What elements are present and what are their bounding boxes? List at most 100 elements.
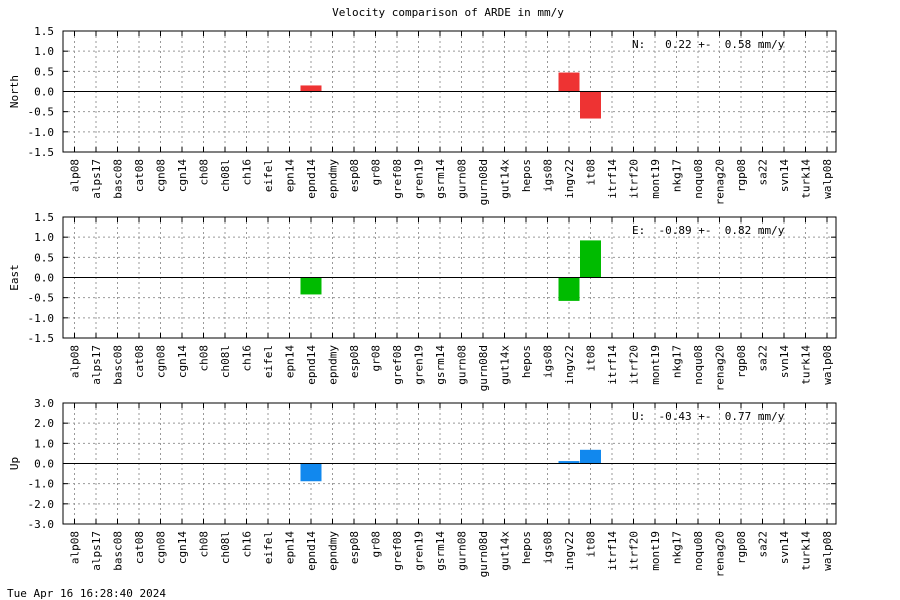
x-tick-label: epn14 xyxy=(284,159,297,192)
x-tick-label: epnd14 xyxy=(305,531,318,571)
y-tick-label: -1.0 xyxy=(28,126,55,139)
x-tick-label: eifel xyxy=(262,531,275,564)
y-axis-label: Up xyxy=(8,457,21,470)
y-tick-label: -1.5 xyxy=(28,332,55,345)
x-tick-label: gsrm14 xyxy=(434,159,447,199)
x-tick-label: cat08 xyxy=(133,531,146,564)
x-tick-label: alps17 xyxy=(90,531,103,571)
x-tick-label: esp08 xyxy=(348,159,361,192)
x-tick-label: itrf20 xyxy=(628,159,641,199)
x-tick-label: itrf14 xyxy=(606,531,619,571)
x-tick-label: gurn08d xyxy=(477,531,490,577)
summary-annotation: U: -0.43 +- 0.77 mm/y xyxy=(632,410,785,423)
x-tick-label: svn14 xyxy=(778,159,791,192)
x-tick-label: it08 xyxy=(585,345,598,372)
x-tick-label: ch08l xyxy=(219,345,232,378)
x-tick-label: alp08 xyxy=(69,531,82,564)
x-tick-label: epn14 xyxy=(284,531,297,564)
chart-title: Velocity comparison of ARDE in mm/y xyxy=(332,6,564,19)
x-tick-label: cgn08 xyxy=(155,345,168,378)
x-tick-label: ch08l xyxy=(219,531,232,564)
y-axis-label: North xyxy=(8,75,21,108)
x-tick-label: ch08 xyxy=(198,531,211,558)
x-tick-label: gsrm14 xyxy=(434,531,447,571)
x-tick-label: mont19 xyxy=(649,531,662,571)
x-tick-label: ch16 xyxy=(241,159,254,186)
x-tick-label: sa22 xyxy=(757,345,770,372)
x-tick-label: rgp08 xyxy=(735,159,748,192)
y-tick-label: 1.0 xyxy=(34,45,54,58)
x-tick-label: rgp08 xyxy=(735,531,748,564)
x-tick-label: svn14 xyxy=(778,345,791,378)
y-tick-label: 0.0 xyxy=(34,272,54,285)
x-tick-label: igs08 xyxy=(542,531,555,564)
x-tick-label: igs08 xyxy=(542,159,555,192)
x-tick-label: gref08 xyxy=(391,159,404,199)
x-tick-label: gren19 xyxy=(413,531,426,571)
y-tick-label: -1.5 xyxy=(28,146,55,159)
x-tick-label: itrf20 xyxy=(628,531,641,571)
x-tick-label: hepos xyxy=(520,159,533,192)
x-tick-label: it08 xyxy=(585,531,598,558)
x-tick-label: gurn08 xyxy=(456,159,469,199)
x-tick-label: alps17 xyxy=(90,345,103,385)
x-tick-label: cgn08 xyxy=(155,159,168,192)
x-tick-label: alp08 xyxy=(69,345,82,378)
bar-epnd14 xyxy=(300,277,322,295)
y-tick-label: 0.5 xyxy=(34,251,54,264)
x-tick-label: renag20 xyxy=(714,531,727,577)
x-tick-label: walp08 xyxy=(821,531,834,571)
x-tick-label: cgn14 xyxy=(176,531,189,564)
y-tick-label: 2.0 xyxy=(34,417,54,430)
bar-it08 xyxy=(580,449,601,464)
x-tick-label: gren19 xyxy=(413,159,426,199)
timestamp-footer: Tue Apr 16 16:28:40 2024 xyxy=(7,587,166,600)
x-tick-label: noqu08 xyxy=(692,345,705,385)
y-tick-label: -1.0 xyxy=(28,478,55,491)
x-tick-label: gurn08d xyxy=(477,345,490,391)
panel-north: 1.5 1.0 0.5 0.0 -0.5 -1.0 -1.5 alp08 alps17 basc0… xyxy=(8,25,837,205)
x-tick-label: ingv22 xyxy=(563,345,576,385)
x-tick-label: gr08 xyxy=(370,159,383,186)
x-tick-label: ch08 xyxy=(198,345,211,372)
x-tick-label: epn14 xyxy=(284,345,297,378)
x-tick-label: walp08 xyxy=(821,159,834,199)
x-tick-label: turk14 xyxy=(800,531,813,571)
y-tick-label: 0.5 xyxy=(34,65,54,78)
x-tick-label: alp08 xyxy=(69,159,82,192)
x-tick-label: hepos xyxy=(520,345,533,378)
y-tick-label: -1.0 xyxy=(28,312,55,325)
x-tick-label: cgn08 xyxy=(155,531,168,564)
x-tick-label: it08 xyxy=(585,159,598,186)
x-tick-label: walp08 xyxy=(821,345,834,385)
x-tick-label: epndmy xyxy=(327,531,340,571)
x-tick-label: nkg17 xyxy=(671,531,684,564)
x-tick-label: renag20 xyxy=(714,159,727,205)
x-tick-label: epnd14 xyxy=(305,159,318,199)
plot-frame xyxy=(62,402,837,525)
x-tick-label: esp08 xyxy=(348,345,361,378)
y-tick-label: -3.0 xyxy=(28,518,55,531)
bar-ingv22 xyxy=(558,277,580,301)
x-tick-label: itrf14 xyxy=(606,345,619,385)
bar-ingv22 xyxy=(558,72,580,92)
bar-epnd14 xyxy=(300,463,322,482)
x-tick-label: itrf14 xyxy=(606,159,619,199)
x-tick-label: turk14 xyxy=(800,345,813,385)
x-tick-label: cgn14 xyxy=(176,159,189,192)
x-tick-label: nkg17 xyxy=(671,345,684,378)
x-tick-label: gut14x xyxy=(499,345,512,385)
y-tick-label: 3.0 xyxy=(34,397,54,410)
x-tick-label: ch08 xyxy=(198,159,211,186)
x-tick-label: svn14 xyxy=(778,531,791,564)
y-tick-label: -2.0 xyxy=(28,498,55,511)
y-tick-label: 1.0 xyxy=(34,437,54,450)
y-tick-label: -0.5 xyxy=(28,106,55,119)
y-axis-label: East xyxy=(8,264,21,291)
plot-frame xyxy=(62,30,837,153)
x-tick-label: gr08 xyxy=(370,531,383,558)
x-tick-label: ch16 xyxy=(241,531,254,558)
x-tick-label: gref08 xyxy=(391,531,404,571)
x-tick-label: igs08 xyxy=(542,345,555,378)
